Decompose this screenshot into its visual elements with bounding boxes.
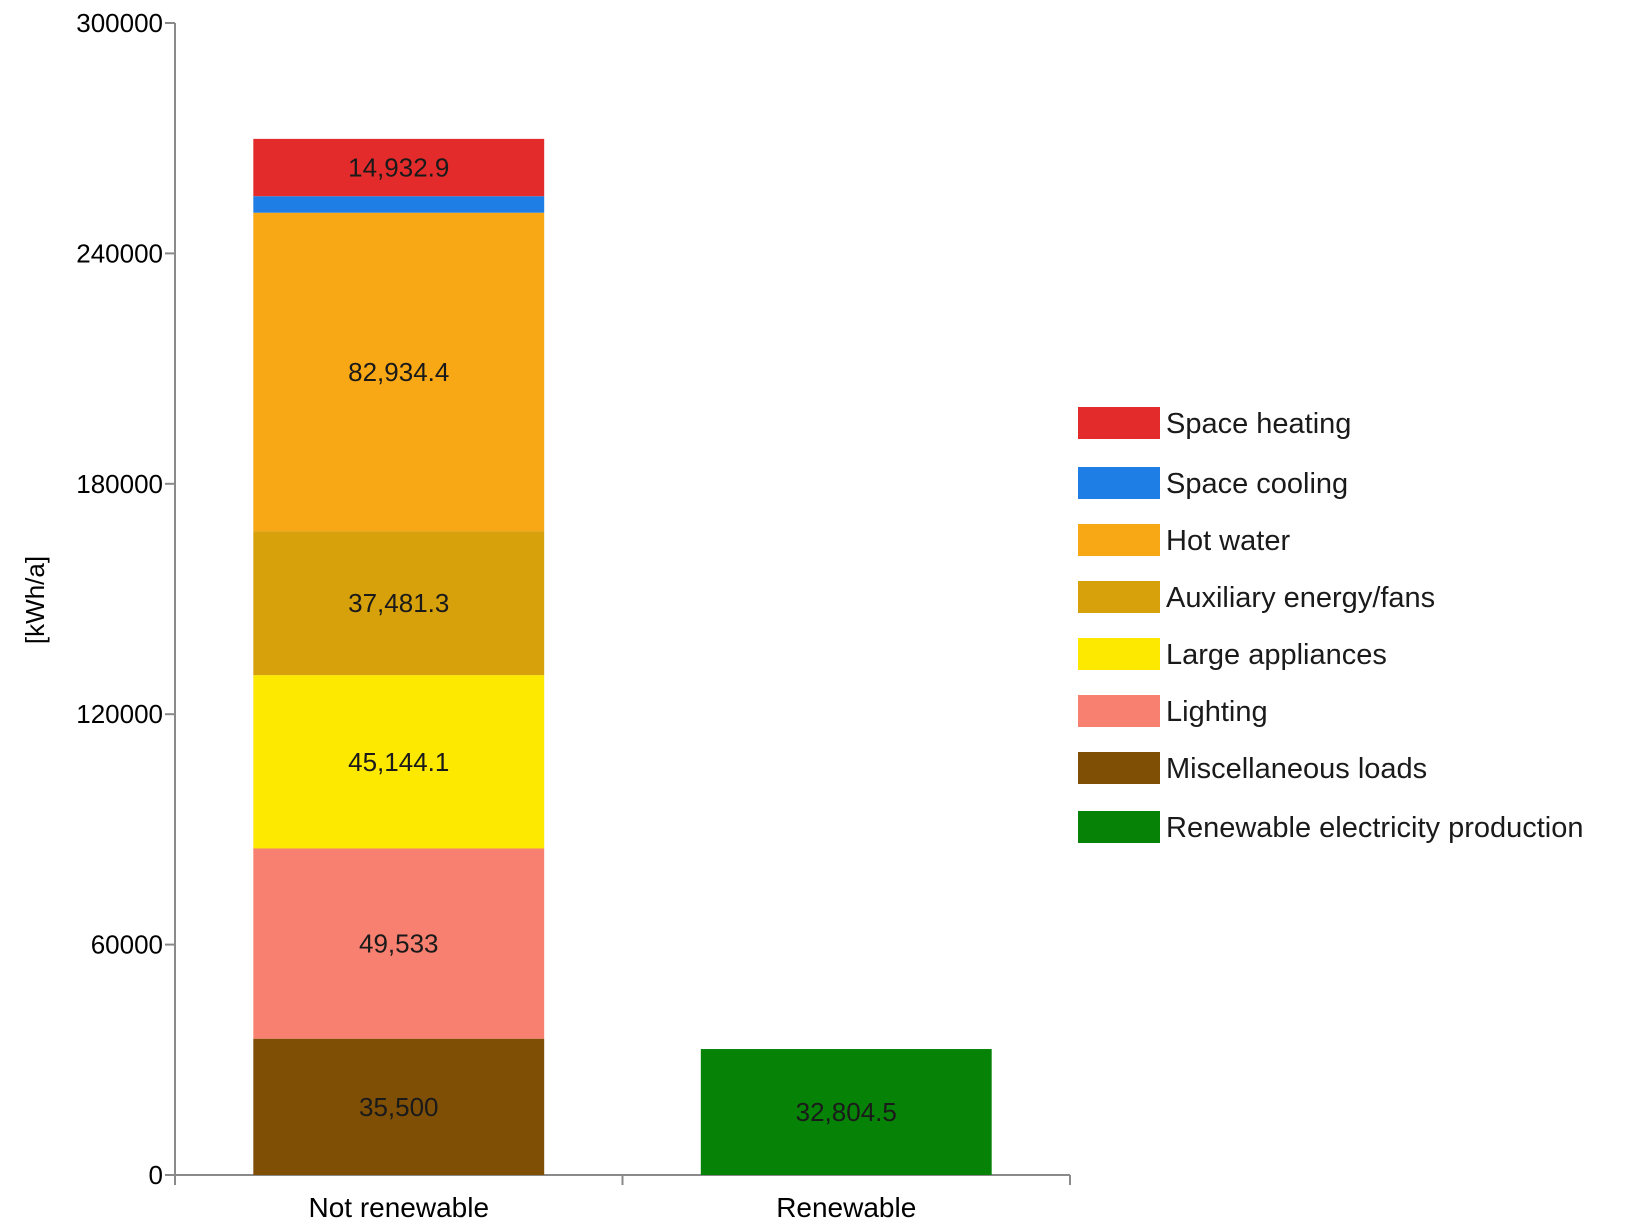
legend-item: Hot water xyxy=(1078,524,1290,557)
bar-segment xyxy=(700,1049,992,1175)
legend-label: Hot water xyxy=(1166,525,1290,557)
bar-segment xyxy=(253,212,545,532)
bar-segment xyxy=(253,531,545,676)
y-tick-label: 120000 xyxy=(76,699,163,729)
legend-item: Lighting xyxy=(1078,695,1268,728)
legend-item: Space heating xyxy=(1078,407,1351,440)
legend-item: Miscellaneous loads xyxy=(1078,752,1427,785)
bar-segment xyxy=(253,196,545,213)
legend-item: Large appliances xyxy=(1078,638,1387,671)
legend-swatch xyxy=(1078,407,1160,439)
bar-segment xyxy=(253,138,545,197)
legend-item: Renewable electricity production xyxy=(1078,811,1584,844)
bar-segment xyxy=(253,848,545,1039)
legend-label: Space cooling xyxy=(1166,468,1348,500)
axes: 0 60000 120000 180000 240000 300000 Not renewa… xyxy=(76,8,1071,1223)
y-tick-label: 240000 xyxy=(76,238,163,268)
bar-segment xyxy=(253,675,545,849)
x-tick-label: Renewable xyxy=(776,1192,916,1223)
legend-swatch xyxy=(1078,638,1160,670)
data-label: 45,144.1 xyxy=(348,747,449,777)
y-tick-label: 60000 xyxy=(91,930,163,960)
legend-label: Auxiliary energy/fans xyxy=(1166,582,1435,614)
data-label: 37,481.3 xyxy=(348,588,449,618)
data-label: 35,500 xyxy=(359,1092,439,1122)
y-tick-label: 300000 xyxy=(76,8,163,38)
y-axis-title: [kWh/a] xyxy=(20,556,50,644)
legend-swatch xyxy=(1078,752,1160,784)
data-label: 32,804.5 xyxy=(796,1097,897,1127)
legend-label: Renewable electricity production xyxy=(1166,812,1584,844)
legend-label: Space heating xyxy=(1166,408,1351,440)
data-label: 82,934.4 xyxy=(348,357,449,387)
y-tick-label: 0 xyxy=(149,1160,163,1190)
legend-swatch xyxy=(1078,695,1160,727)
legend-item: Auxiliary energy/fans xyxy=(1078,581,1435,614)
legend-swatch xyxy=(1078,524,1160,556)
x-tick-label: Not renewable xyxy=(308,1192,489,1223)
legend-item: Space cooling xyxy=(1078,467,1348,500)
data-label: 14,932.9 xyxy=(348,153,449,183)
y-tick-label: 180000 xyxy=(76,469,163,499)
legend-swatch xyxy=(1078,811,1160,843)
legend-swatch xyxy=(1078,467,1160,499)
legend-label: Large appliances xyxy=(1166,639,1387,671)
legend-label: Lighting xyxy=(1166,696,1268,728)
bar-segment xyxy=(253,1038,545,1175)
legend: Space heating Space cooling Hot water Auxil… xyxy=(1078,407,1584,844)
legend-label: Miscellaneous loads xyxy=(1166,753,1427,785)
data-label: 49,533 xyxy=(359,929,439,959)
legend-swatch xyxy=(1078,581,1160,613)
bars: 35,500 49,533 45,144.1 37,481.3 82,934.4 14,9… xyxy=(253,138,992,1175)
